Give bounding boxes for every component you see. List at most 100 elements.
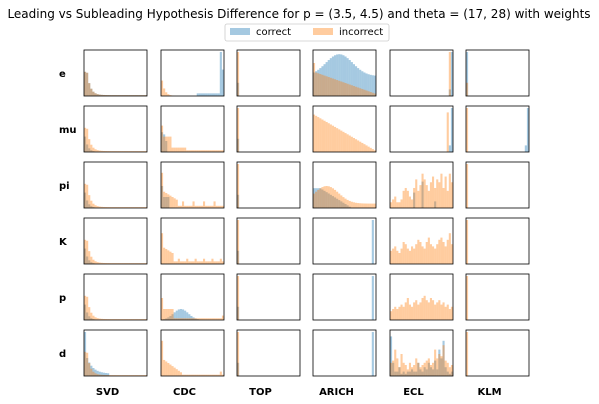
- histogram-bar-correct: [444, 367, 447, 376]
- histogram-bar-incorrect: [188, 374, 191, 376]
- histogram-bar-correct: [411, 369, 414, 376]
- histogram-bar-correct: [313, 72, 316, 96]
- histogram-bar-correct: [434, 201, 437, 208]
- histogram-bar-incorrect: [200, 205, 203, 208]
- histogram-bar-correct: [371, 332, 374, 376]
- histogram-bar-incorrect: [419, 185, 422, 208]
- histogram-bar-incorrect: [90, 144, 93, 152]
- histogram-bar-incorrect: [392, 360, 395, 376]
- histogram-bar-incorrect: [329, 124, 332, 152]
- histogram-bar-incorrect: [357, 140, 360, 152]
- histogram-bar-incorrect: [115, 319, 118, 320]
- histogram-bar-correct: [331, 56, 334, 96]
- histogram-bar-incorrect: [113, 207, 116, 208]
- histogram-bar-incorrect: [323, 120, 326, 152]
- histogram-bar-incorrect: [394, 349, 397, 376]
- histogram-bar-incorrect: [466, 220, 469, 264]
- histogram-bar-incorrect: [369, 203, 372, 208]
- panel-k-arich: [312, 217, 377, 265]
- histogram-bar-incorrect: [128, 207, 131, 208]
- histogram-bar-correct: [438, 349, 441, 376]
- histogram-bar-incorrect: [96, 94, 99, 96]
- histogram-bar-incorrect: [194, 318, 197, 320]
- histogram-bar-incorrect: [186, 318, 189, 320]
- histogram-bar-incorrect: [198, 318, 201, 320]
- histogram-bar-incorrect: [86, 296, 89, 320]
- histogram-bar-correct: [86, 358, 89, 376]
- histogram-bar-correct: [123, 95, 126, 96]
- histogram-bar-incorrect: [413, 187, 416, 208]
- histogram-bar-incorrect: [113, 263, 116, 264]
- histogram-bar-correct: [179, 309, 182, 320]
- histogram-bar-incorrect: [128, 319, 131, 320]
- panel-frame: [312, 49, 377, 97]
- histogram-bar-incorrect: [140, 319, 143, 320]
- histogram-bar-incorrect: [317, 73, 320, 96]
- histogram-bar-incorrect: [429, 365, 432, 376]
- histogram-bar-incorrect: [213, 318, 216, 320]
- panel-frame: [83, 49, 148, 97]
- histogram-bar-incorrect: [173, 147, 176, 152]
- histogram-bar-incorrect: [396, 250, 399, 264]
- histogram-bar-incorrect: [198, 374, 201, 376]
- histogram-bar-correct: [346, 205, 349, 208]
- histogram-bar-incorrect: [429, 244, 432, 264]
- histogram-bar-incorrect: [190, 261, 193, 264]
- histogram-bar-incorrect: [348, 84, 351, 96]
- histogram-bar-correct: [88, 260, 91, 264]
- histogram-bar-correct: [442, 340, 445, 376]
- histogram-bar-incorrect: [100, 206, 103, 208]
- panel-d-cdc: [160, 329, 225, 377]
- histogram-bar-incorrect: [350, 201, 353, 208]
- histogram-bar-incorrect: [423, 362, 426, 376]
- histogram-bar-incorrect: [119, 151, 122, 152]
- histogram-bar-correct: [237, 362, 240, 376]
- histogram-bar-incorrect: [213, 201, 216, 208]
- column-label-top: TOP: [249, 387, 272, 398]
- histogram-bar-incorrect: [404, 244, 407, 264]
- histogram-bar-incorrect: [346, 199, 349, 208]
- histogram-bar-incorrect: [192, 201, 195, 208]
- histogram-bar-incorrect: [438, 239, 441, 264]
- histogram-bar-incorrect: [188, 205, 191, 208]
- histogram-bar-incorrect: [192, 150, 195, 152]
- panel-frame: [312, 273, 377, 321]
- histogram-bar-incorrect: [415, 244, 418, 264]
- histogram-bar-incorrect: [207, 318, 210, 320]
- histogram-bar-correct: [237, 138, 240, 152]
- panel-frame: [236, 217, 301, 265]
- histogram-bar-incorrect: [105, 375, 108, 376]
- histogram-bar-incorrect: [115, 207, 118, 208]
- histogram-bar-incorrect: [419, 242, 422, 264]
- histogram-bar-correct: [88, 204, 91, 208]
- histogram-bar-incorrect: [113, 151, 116, 152]
- histogram-bar-correct: [340, 201, 343, 208]
- row-label-p: p: [59, 293, 66, 304]
- histogram-bar-correct: [408, 371, 411, 376]
- histogram-bar-incorrect: [192, 261, 195, 264]
- histogram-bar-incorrect: [163, 136, 166, 152]
- histogram-bar-incorrect: [117, 375, 120, 376]
- histogram-bar-incorrect: [373, 203, 376, 208]
- histogram-bar-correct: [134, 95, 137, 96]
- histogram-bar-correct: [419, 369, 422, 376]
- histogram-bar-correct: [84, 332, 87, 376]
- histogram-bar-incorrect: [126, 207, 129, 208]
- histogram-bar-incorrect: [171, 147, 174, 152]
- histogram-bar-incorrect: [359, 141, 362, 152]
- panel-frame: [160, 105, 225, 153]
- histogram-bar-incorrect: [419, 302, 422, 320]
- histogram-bar-incorrect: [128, 263, 131, 264]
- histogram-bar-incorrect: [163, 247, 166, 264]
- histogram-bar-incorrect: [121, 207, 124, 208]
- histogram-bar-incorrect: [411, 199, 414, 208]
- histogram-bar-incorrect: [105, 263, 108, 264]
- histogram-bar-incorrect: [390, 250, 393, 264]
- histogram-bar-correct: [86, 200, 89, 208]
- histogram-bar-correct: [325, 62, 328, 96]
- histogram-bar-incorrect: [442, 187, 445, 208]
- histogram-bar-incorrect: [406, 248, 409, 264]
- histogram-bar-correct: [400, 373, 403, 376]
- panel-mu-top: [236, 105, 301, 153]
- histogram-bar-incorrect: [98, 150, 101, 152]
